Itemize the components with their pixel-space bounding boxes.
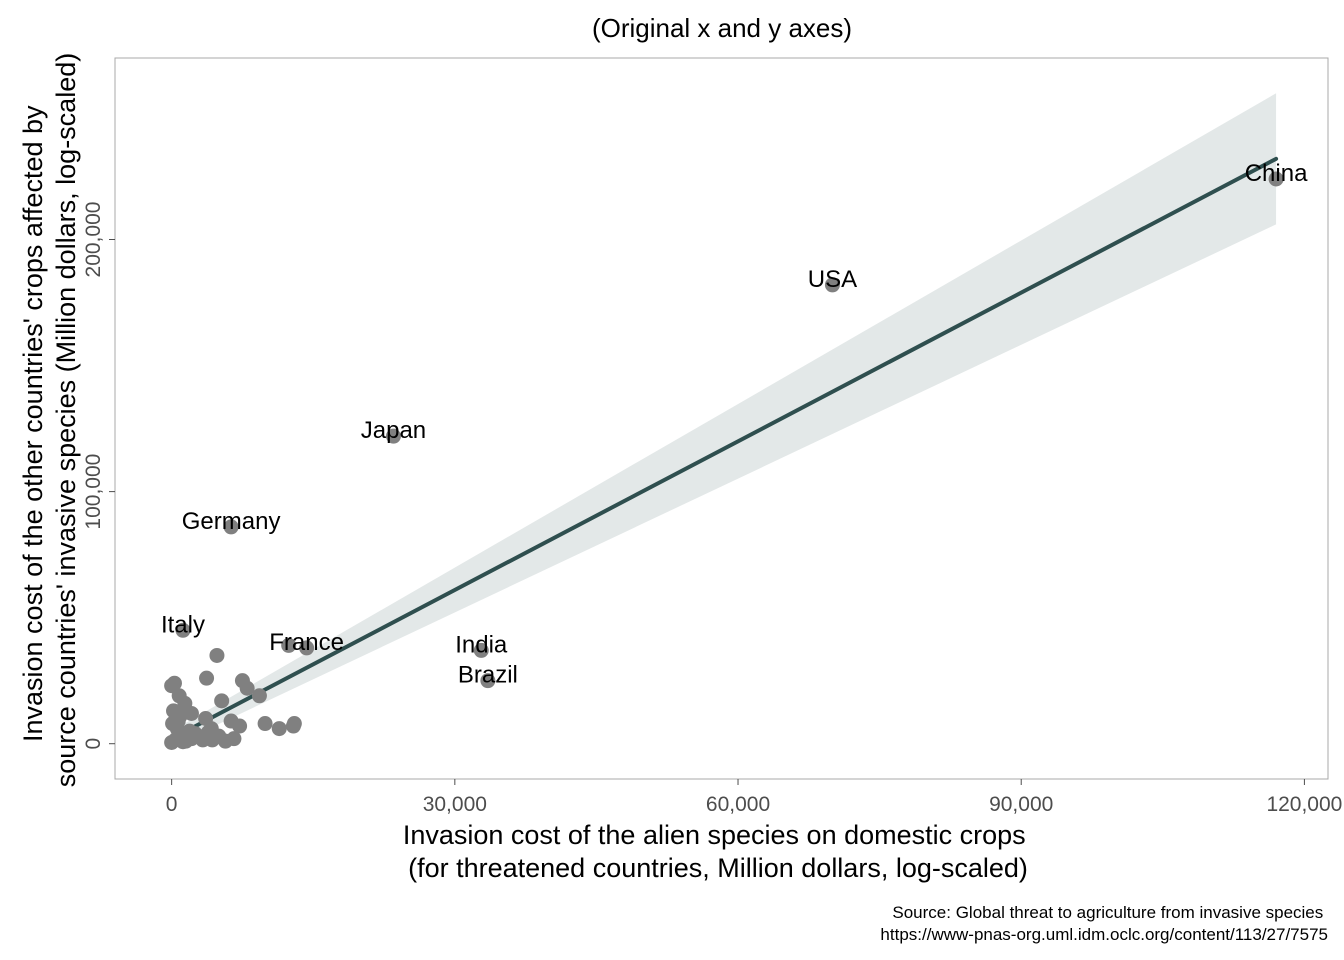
confidence-band-layer [171, 93, 1277, 747]
data-point [175, 734, 191, 750]
data-point [271, 721, 287, 737]
data-point-usa [824, 277, 840, 293]
data-points-layer [164, 171, 1284, 750]
point-label-france: France [269, 629, 344, 656]
data-point-germany [223, 519, 239, 535]
fit-line-layer [169, 156, 1279, 741]
data-point [200, 724, 216, 740]
data-point [170, 713, 186, 729]
y-tick-label: 0 [82, 738, 105, 750]
x-tick-label: 60,000 [706, 793, 770, 816]
data-point [166, 675, 182, 691]
x-tick-label: 30,000 [423, 793, 487, 816]
confidence-band [171, 93, 1277, 747]
point-label-germany: Germany [182, 508, 281, 535]
y-tick-label: 200,000 [82, 202, 105, 278]
y-tick-label: 100,000 [82, 454, 105, 530]
point-label-brazil: Brazil [458, 662, 518, 689]
data-point-brazil [480, 673, 496, 689]
data-point [217, 733, 233, 749]
y-axis-ticks: 0 100,000 200,000 [82, 202, 115, 750]
x-tick-label: 120,000 [1266, 793, 1342, 816]
point-labels-layer: China USA Japan Germany Italy France India Braz… [161, 160, 1308, 689]
data-point-india [473, 642, 489, 658]
data-point [286, 716, 302, 732]
fit-line [169, 156, 1279, 741]
y-axis-title-line-2: source countries' invasive species (Mill… [51, 53, 81, 787]
x-tick-label: 90,000 [989, 793, 1053, 816]
data-point [209, 647, 225, 663]
point-label-india: India [455, 631, 508, 658]
point-label-china: China [1245, 160, 1308, 187]
point-label-japan: Japan [361, 417, 426, 444]
x-axis-title-line-1: Invasion cost of the alien species on do… [403, 820, 1026, 850]
data-point [281, 637, 297, 653]
data-point [183, 705, 199, 721]
data-point [199, 670, 215, 686]
source-note-line-1: Source: Global threat to agriculture fro… [892, 903, 1323, 922]
x-tick-label: 0 [166, 793, 178, 816]
data-point [232, 718, 248, 734]
x-axis-title: Invasion cost of the alien species on do… [403, 820, 1033, 883]
data-point-france [299, 640, 315, 656]
data-point [257, 716, 273, 732]
source-note-line-2: https://www-pnas-org.uml.idm.oclc.org/co… [880, 925, 1328, 944]
source-note: Source: Global threat to agriculture fro… [880, 903, 1328, 944]
data-point [214, 693, 230, 709]
data-point [239, 680, 255, 696]
chart-title: (Original x and y axes) [592, 13, 852, 43]
data-point [251, 688, 267, 704]
point-label-italy: Italy [161, 611, 205, 638]
y-axis-title: Invasion cost of the other countries' cr… [18, 53, 81, 787]
x-axis-ticks: 0 30,000 60,000 90,000 120,000 [166, 779, 1342, 816]
y-axis-title-line-1: Invasion cost of the other countries' cr… [18, 105, 48, 742]
x-axis-title-line-2: (for threatened countries, Million dolla… [408, 853, 1028, 883]
data-point-japan [385, 428, 401, 444]
data-point [187, 726, 203, 742]
point-label-usa: USA [808, 266, 857, 293]
data-point-china [1268, 171, 1284, 187]
data-point-italy [175, 622, 191, 638]
